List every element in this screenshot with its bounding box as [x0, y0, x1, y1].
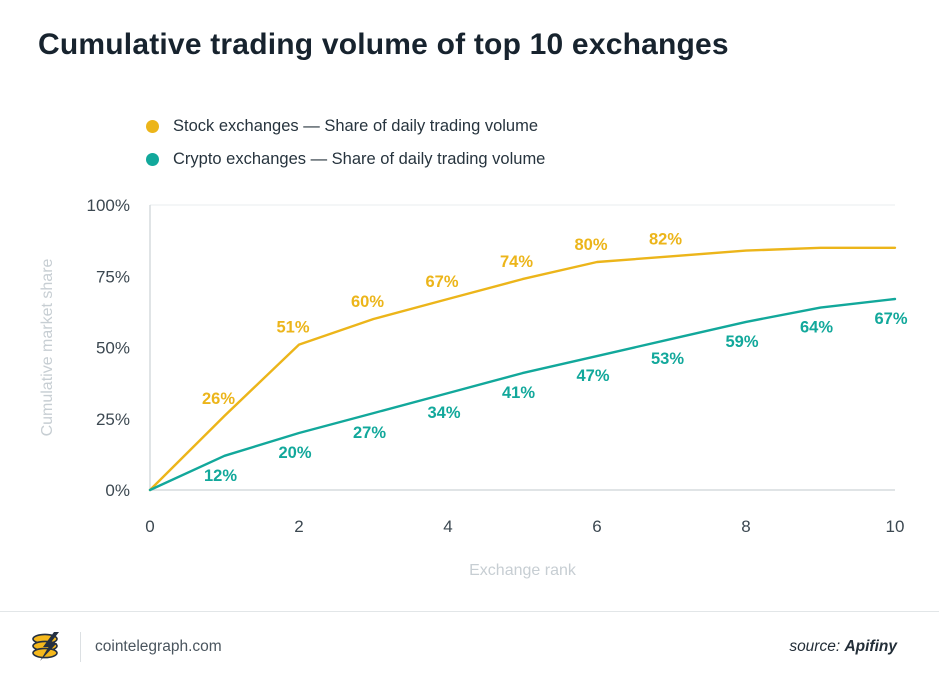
legend-item-crypto: Crypto exchanges — Share of daily tradin… — [146, 147, 545, 171]
x-tick-label: 4 — [443, 517, 452, 536]
data-label-crypto-exchanges: 53% — [651, 350, 684, 368]
source-label: source: — [789, 637, 841, 655]
y-tick-label: 0% — [105, 481, 130, 500]
x-tick-label: 10 — [886, 517, 905, 536]
data-label-crypto-exchanges: 67% — [874, 310, 907, 328]
legend-item-stock: Stock exchanges — Share of daily trading… — [146, 114, 545, 138]
y-tick-label: 75% — [96, 267, 130, 286]
data-label-stock-exchanges: 80% — [574, 236, 607, 254]
y-tick-label: 100% — [87, 196, 130, 215]
data-label-stock-exchanges: 74% — [500, 253, 533, 271]
data-label-crypto-exchanges: 20% — [278, 444, 311, 462]
brand: cointelegraph.com — [30, 629, 222, 665]
data-label-crypto-exchanges: 34% — [427, 404, 460, 422]
footer-divider — [80, 631, 81, 662]
data-label-crypto-exchanges: 47% — [576, 367, 609, 385]
data-label-crypto-exchanges: 41% — [502, 384, 535, 402]
crypto-legend-dot-icon — [146, 152, 159, 166]
y-axis-title: Cumulative market share — [39, 258, 56, 436]
legend: Stock exchanges — Share of daily trading… — [146, 114, 545, 171]
data-label-crypto-exchanges: 27% — [353, 424, 386, 442]
data-label-crypto-exchanges: 64% — [800, 319, 833, 337]
stock-legend-dot-icon — [146, 119, 159, 133]
data-label-stock-exchanges: 67% — [425, 273, 458, 291]
data-label-stock-exchanges: 51% — [276, 319, 309, 337]
legend-label: Stock exchanges — Share of daily trading… — [173, 116, 539, 135]
data-label-crypto-exchanges: 12% — [204, 467, 237, 485]
site-name: cointelegraph.com — [95, 637, 222, 655]
x-tick-label: 0 — [145, 517, 154, 536]
source-credit: source: Apifiny — [789, 638, 897, 656]
y-tick-label: 25% — [96, 410, 130, 429]
cointelegraph-logo-icon — [32, 631, 59, 661]
legend-label: Crypto exchanges — Share of daily tradin… — [173, 149, 546, 168]
data-label-stock-exchanges: 82% — [649, 230, 682, 248]
data-label-crypto-exchanges: 59% — [725, 333, 758, 351]
series-line-crypto-exchanges — [148, 297, 897, 492]
series-line-stock-exchanges — [148, 246, 897, 492]
data-label-stock-exchanges: 60% — [351, 293, 384, 311]
data-label-stock-exchanges: 26% — [202, 390, 235, 408]
x-axis-title: Exchange rank — [469, 562, 577, 579]
x-tick-label: 8 — [741, 517, 750, 536]
y-tick-label: 50% — [96, 339, 130, 358]
x-tick-label: 2 — [294, 517, 303, 536]
source-name: Apifiny — [844, 637, 897, 655]
page-title: Cumulative trading volume of top 10 exch… — [38, 28, 729, 61]
footer: cointelegraph.com source: Apifiny — [0, 611, 939, 681]
x-tick-label: 6 — [592, 517, 601, 536]
